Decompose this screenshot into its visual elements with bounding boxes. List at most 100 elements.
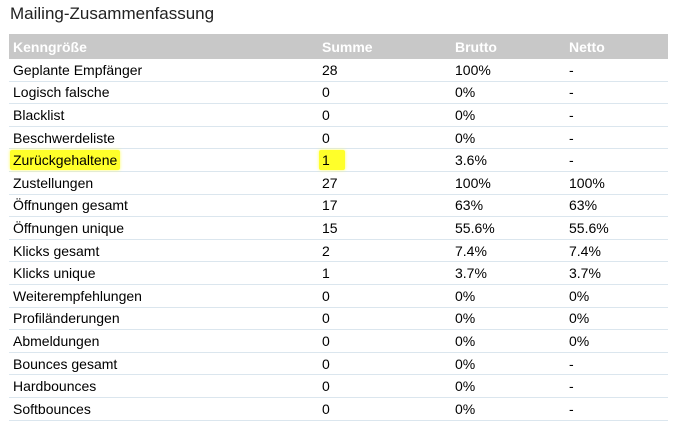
table-row: Zurückgehaltene 1 3.6% - [9,148,668,172]
cell-sum-value: 0 [322,378,330,395]
cell-sum: 27 [318,171,451,195]
table-body: Geplante Empfänger 28 100% - Logisch falsche… [9,59,668,421]
cell-kpi: Blacklist [9,103,318,127]
cell-brutto-value: 0% [455,310,476,327]
cell-sum-value: 0 [322,400,330,417]
cell-kpi: Logisch falsche [9,81,318,105]
cell-brutto: 0% [451,397,565,421]
cell-kpi-value: Softbounces [13,400,91,417]
cell-netto: - [565,374,668,398]
cell-sum-value: 0 [322,332,330,349]
cell-sum-value: 28 [322,61,338,78]
table-row: Hardbounces 0 0% - [9,374,668,398]
cell-sum: 0 [318,374,451,398]
cell-netto-value: - [569,152,574,169]
cell-kpi: Weiterempfehlungen [9,284,318,308]
cell-brutto-value: 0% [455,378,476,395]
column-header-sum[interactable]: Summe [318,34,451,59]
mailing-summary-table: Kenngröße Summe Brutto Netto Geplante Em… [9,34,668,421]
table-row: Weiterempfehlungen 0 0% 0% [9,284,668,308]
cell-brutto: 0% [451,126,565,150]
cell-brutto-value: 0% [455,287,476,304]
cell-sum: 1 [318,261,451,285]
cell-sum: 28 [318,59,451,82]
cell-brutto: 3.6% [451,148,565,172]
cell-sum: 0 [318,81,451,105]
table-row: Klicks gesamt 2 7.4% 7.4% [9,239,668,263]
table-row: Öffnungen unique 15 55.6% 55.6% [9,216,668,240]
cell-sum-value: 0 [322,310,330,327]
cell-netto-value: - [569,84,574,101]
cell-netto-value: - [569,378,574,395]
cell-netto-value: 63% [569,197,598,214]
cell-sum-value: 0 [322,355,330,372]
cell-kpi-value: Weiterempfehlungen [13,287,142,304]
cell-sum-value: 17 [322,197,338,214]
cell-brutto: 63% [451,194,565,218]
cell-netto: - [565,148,668,172]
cell-netto: - [565,397,668,421]
cell-sum: 0 [318,329,451,353]
table-row: Klicks unique 1 3.7% 3.7% [9,261,668,285]
cell-brutto-value: 0% [455,129,476,146]
cell-sum: 17 [318,194,451,218]
cell-kpi-value: Bounces gesamt [13,355,118,372]
cell-netto: 3.7% [565,261,668,285]
cell-kpi: Zurückgehaltene [9,148,318,172]
cell-kpi: Profiländerungen [9,307,318,331]
cell-sum-value: 0 [322,106,330,123]
table-row: Abmeldungen 0 0% 0% [9,329,668,353]
cell-kpi-value: Öffnungen unique [13,219,125,236]
table-row: Bounces gesamt 0 0% - [9,352,668,376]
cell-kpi: Öffnungen gesamt [9,194,318,218]
column-header-kpi[interactable]: Kenngröße [9,34,318,59]
cell-netto: - [565,103,668,127]
table-row: Geplante Empfänger 28 100% - [9,59,668,82]
cell-kpi-value: Beschwerdeliste [13,129,115,146]
cell-brutto-value: 100% [455,174,491,191]
cell-brutto-value: 3.7% [455,265,487,282]
cell-kpi-value: Klicks unique [13,265,96,282]
cell-kpi: Geplante Empfänger [9,59,318,82]
cell-sum: 0 [318,397,451,421]
cell-sum-value: 2 [322,242,330,259]
cell-brutto: 0% [451,284,565,308]
cell-kpi-value: Klicks gesamt [13,242,100,259]
cell-brutto-value: 0% [455,106,476,123]
cell-brutto: 0% [451,329,565,353]
highlighted-kpi-value: Zurückgehaltene [10,150,121,171]
cell-netto: - [565,126,668,150]
cell-brutto-value: 3.6% [455,152,487,169]
column-header-brutto[interactable]: Brutto [451,34,565,59]
cell-brutto: 100% [451,171,565,195]
column-header-netto[interactable]: Netto [565,34,668,59]
cell-kpi: Klicks gesamt [9,239,318,263]
cell-sum: 0 [318,284,451,308]
cell-kpi: Hardbounces [9,374,318,398]
highlighted-sum-value: 1 [319,150,345,171]
cell-sum-value: 0 [322,287,330,304]
cell-netto: - [565,59,668,82]
cell-brutto: 100% [451,59,565,82]
cell-kpi: Zustellungen [9,171,318,195]
cell-netto-value: - [569,106,574,123]
cell-netto-value: 7.4% [569,242,601,259]
cell-brutto-value: 7.4% [455,242,487,259]
cell-netto: - [565,81,668,105]
cell-kpi: Bounces gesamt [9,352,318,376]
cell-kpi: Öffnungen unique [9,216,318,240]
cell-netto: 0% [565,284,668,308]
cell-brutto-value: 63% [455,197,484,214]
table-row: Beschwerdeliste 0 0% - [9,126,668,150]
cell-netto: 100% [565,171,668,195]
cell-kpi-value: Öffnungen gesamt [13,197,128,214]
cell-netto-value: 55.6% [569,219,609,236]
cell-sum-value: 0 [322,84,330,101]
table-header-row: Kenngröße Summe Brutto Netto [9,34,668,59]
cell-kpi: Klicks unique [9,261,318,285]
cell-sum-value: 15 [322,219,338,236]
cell-netto: - [565,352,668,376]
cell-netto: 0% [565,307,668,331]
cell-kpi: Beschwerdeliste [9,126,318,150]
cell-netto: 7.4% [565,239,668,263]
